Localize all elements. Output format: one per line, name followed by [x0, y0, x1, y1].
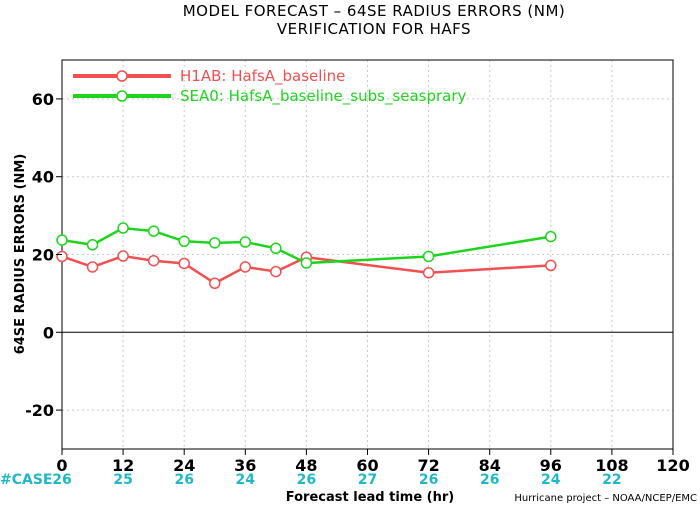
- data-point: [86, 239, 99, 251]
- x-tick-label: 12: [112, 456, 134, 475]
- series-1: [56, 250, 557, 290]
- chart-subtitle: VERIFICATION FOR HAFS: [277, 20, 471, 38]
- case-count: 24: [541, 472, 561, 488]
- case-label: #CASE: [0, 472, 53, 488]
- data-point: [117, 250, 129, 262]
- data-point: [300, 257, 313, 269]
- data-point: [270, 265, 282, 278]
- data-point: [86, 261, 99, 273]
- legend-label: SEA0: HafsA_baseline_subs_seasprary: [180, 87, 467, 106]
- data-point: [56, 250, 68, 263]
- legend-item: SEA0: HafsA_baseline_subs_seasprary: [73, 87, 467, 106]
- y-tick-label: 20: [32, 246, 54, 265]
- data-point: [239, 236, 252, 248]
- legend-marker: [116, 90, 128, 102]
- data-point: [239, 261, 252, 273]
- data-point: [147, 225, 160, 237]
- x-tick-label: 0: [56, 456, 67, 475]
- case-count: 26: [174, 472, 193, 488]
- y-tick-label: -20: [25, 401, 54, 420]
- x-axis-label: Forecast lead time (hr): [286, 490, 454, 505]
- data-point: [209, 277, 221, 290]
- data-point: [422, 267, 435, 279]
- data-point: [117, 222, 129, 234]
- data-point: [545, 230, 557, 243]
- case-count: 25: [113, 472, 132, 488]
- series-layer: [56, 222, 557, 290]
- y-tick-labels: -20 0 20 40 60: [25, 90, 62, 420]
- x-tick-label: 60: [356, 456, 378, 475]
- y-axis-label: 64SE RADIUS ERRORS (NM): [13, 154, 28, 355]
- case-count: 26: [419, 472, 438, 488]
- data-point: [147, 254, 160, 267]
- x-tick-label: 108: [595, 456, 628, 475]
- data-point: [178, 257, 190, 270]
- x-tick-label: 24: [173, 456, 195, 475]
- data-point: [178, 235, 190, 248]
- x-tick-label: 36: [234, 456, 256, 475]
- x-tick-label: 48: [295, 456, 317, 475]
- data-point: [56, 234, 68, 246]
- case-count: 27: [358, 472, 377, 488]
- data-point: [545, 259, 557, 272]
- y-tick-label: 40: [32, 168, 54, 187]
- legend-label: H1AB: HafsA_baseline: [180, 67, 345, 86]
- case-count: 26: [297, 472, 316, 488]
- case-count: 26: [52, 472, 71, 488]
- credit-text: Hurricane project – NOAA/NCEP/EMC: [514, 493, 697, 504]
- x-tick-label: 120: [656, 456, 689, 475]
- case-count: 22: [602, 472, 621, 488]
- chart-title: MODEL FORECAST – 64SE RADIUS ERRORS (NM): [183, 2, 566, 20]
- grid: [62, 60, 673, 449]
- case-count: 24: [236, 472, 256, 488]
- x-tick-label: 84: [479, 456, 501, 475]
- data-point: [270, 242, 282, 255]
- series-2: [56, 222, 557, 269]
- legend-marker: [116, 70, 128, 82]
- y-tick-label: 0: [43, 323, 54, 342]
- x-tick-label: 96: [540, 456, 562, 475]
- x-tick-label: 72: [417, 456, 439, 475]
- data-point: [209, 237, 221, 249]
- y-tick-label: 60: [32, 90, 54, 109]
- x-tick-labels: 0 12 24 36 48 60 72 84 96 108 120: [56, 449, 690, 475]
- case-counts: #CASE 26 25 26 24 26 27 26 26 24 22: [0, 472, 622, 488]
- data-point: [422, 250, 435, 263]
- case-count: 26: [480, 472, 499, 488]
- legend-item: H1AB: HafsA_baseline: [73, 67, 345, 86]
